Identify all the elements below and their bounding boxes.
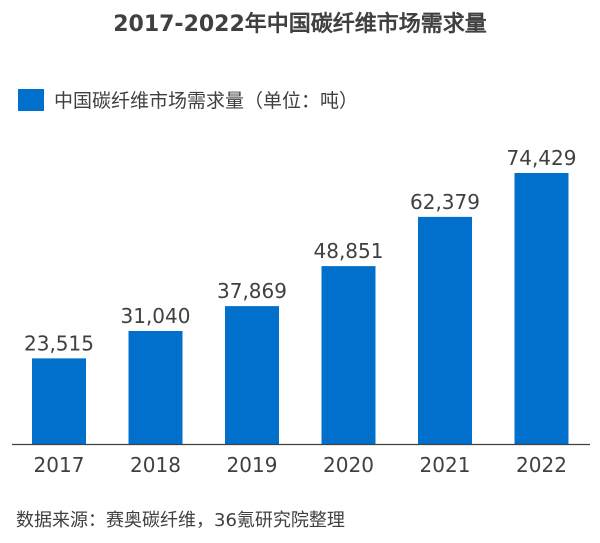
bar-2022 <box>514 173 569 444</box>
bar-2021 <box>418 216 472 444</box>
data-label-2017: 23,515 <box>24 331 94 355</box>
bar-2019 <box>225 306 279 444</box>
data-label-2019: 37,869 <box>217 279 287 303</box>
legend-swatch <box>18 88 44 111</box>
chart-title: 2017-2022年中国碳纤维市场需求量 <box>113 12 487 37</box>
data-label-2021: 62,379 <box>410 190 480 214</box>
legend-label: 中国碳纤维市场需求量（单位：吨） <box>54 90 359 112</box>
data-label-2018: 31,040 <box>121 304 191 328</box>
data-label-2020: 48,851 <box>314 239 384 263</box>
source-note: 数据来源：赛奥碳纤维，36氪研究院整理 <box>16 510 345 531</box>
data-label-2022: 74,429 <box>507 146 577 170</box>
x-tick-label-2017: 2017 <box>34 453 85 477</box>
legend: 中国碳纤维市场需求量（单位：吨） <box>18 86 358 113</box>
bar-2017 <box>32 358 86 444</box>
bar-2018 <box>128 330 183 444</box>
bar-2020 <box>321 266 376 444</box>
x-tick-label-2021: 2021 <box>420 453 471 477</box>
x-tick-label-2020: 2020 <box>323 453 374 477</box>
x-tick-label-2022: 2022 <box>516 453 567 477</box>
x-tick-label-2018: 2018 <box>130 453 181 477</box>
x-tick-label-2019: 2019 <box>227 453 278 477</box>
